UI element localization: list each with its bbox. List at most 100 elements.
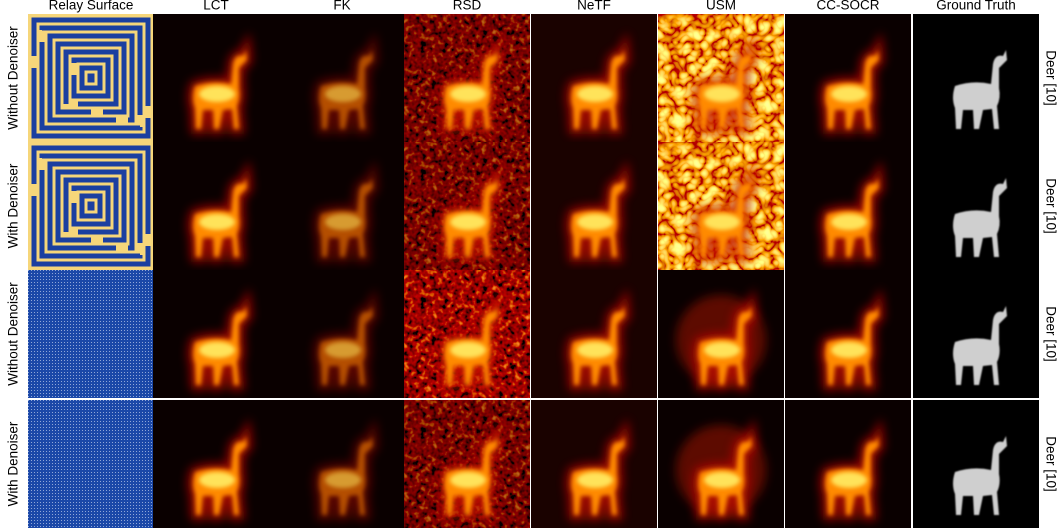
- image-panel: [28, 270, 154, 398]
- heat-hot: [325, 472, 361, 488]
- image-panel: [28, 400, 154, 528]
- image-panel: [153, 270, 279, 398]
- panel-content: [913, 14, 1039, 142]
- heat-hot: [704, 472, 740, 488]
- panel-content: [153, 270, 279, 398]
- image-panel: [913, 142, 1039, 270]
- column-header: FK: [333, 0, 350, 13]
- image-panel: [658, 142, 784, 270]
- heat-hot: [577, 214, 613, 230]
- image-panel: [153, 14, 279, 142]
- image-panel: [531, 400, 657, 528]
- panel-content: [404, 142, 530, 270]
- panel-content: [404, 14, 530, 142]
- panel-content: [28, 270, 154, 398]
- heat-hot: [704, 342, 740, 358]
- row-label: Without Denoiser: [6, 26, 21, 130]
- panel-content: [279, 270, 405, 398]
- heat-hot: [325, 86, 361, 102]
- panel-content: [28, 400, 154, 528]
- panel-content: [28, 14, 154, 142]
- image-panel: [279, 142, 405, 270]
- panel-content: [531, 270, 657, 398]
- column-header: USM: [706, 0, 736, 13]
- image-panel: [404, 400, 530, 528]
- image-panel: [279, 400, 405, 528]
- image-panel: [531, 270, 657, 398]
- dataset-label: Deer [10]: [1043, 306, 1058, 362]
- image-panel: [658, 400, 784, 528]
- panel-content: [658, 400, 784, 528]
- heat-hot: [325, 214, 361, 230]
- image-panel: [28, 142, 154, 270]
- image-panel: [658, 270, 784, 398]
- panel-content: [153, 14, 279, 142]
- panel-content: [658, 270, 784, 398]
- image-panel: [785, 14, 911, 142]
- panel-content: [279, 400, 405, 528]
- dataset-label: Deer [10]: [1043, 436, 1058, 492]
- heat-hot: [577, 86, 613, 102]
- row-label: With Denoiser: [6, 163, 21, 248]
- heat-hot: [831, 472, 867, 488]
- panel-content: [531, 142, 657, 270]
- column-header: Relay Surface: [49, 0, 134, 13]
- panel-content: [785, 14, 911, 142]
- row-label: With Denoiser: [6, 421, 21, 506]
- image-panel: [785, 400, 911, 528]
- panel-content: [531, 14, 657, 142]
- panel-content: [279, 14, 405, 142]
- image-panel: [913, 14, 1039, 142]
- heat-hot: [450, 472, 486, 488]
- heat-hot: [831, 86, 867, 102]
- panel-content: [785, 400, 911, 528]
- column-header: RSD: [453, 0, 482, 13]
- relay-dots: [28, 270, 154, 398]
- image-panel: [404, 14, 530, 142]
- panel-content: [658, 142, 784, 270]
- image-panel: [279, 14, 405, 142]
- heat-hot: [704, 86, 740, 102]
- heat-hot: [704, 214, 740, 230]
- panel-content: [404, 400, 530, 528]
- heat-hot: [450, 86, 486, 102]
- panel-content: [658, 14, 784, 142]
- column-header: NeTF: [577, 0, 611, 13]
- panel-content: [153, 400, 279, 528]
- image-panel: [531, 14, 657, 142]
- image-panel: [153, 400, 279, 528]
- relay-dots: [28, 400, 154, 528]
- heat-hot: [199, 342, 235, 358]
- image-panel: [153, 142, 279, 270]
- heat-hot: [450, 342, 486, 358]
- panel-content: [913, 270, 1039, 398]
- image-panel: [28, 14, 154, 142]
- panel-content: [531, 400, 657, 528]
- heat-hot: [199, 86, 235, 102]
- heat-hot: [199, 472, 235, 488]
- image-panel: [785, 142, 911, 270]
- panel-content: [28, 142, 154, 270]
- relay-maze: [90, 204, 92, 208]
- dataset-label: Deer [10]: [1043, 178, 1058, 234]
- image-panel: [279, 270, 405, 398]
- heat-hot: [325, 342, 361, 358]
- column-header: Ground Truth: [936, 0, 1016, 13]
- image-panel: [531, 142, 657, 270]
- heat-hot: [577, 342, 613, 358]
- heat-hot: [450, 214, 486, 230]
- image-panel: [913, 400, 1039, 528]
- figure: Relay Surface LCT FK RSD NeTF USM CC-SOCR Groun…: [0, 0, 1062, 529]
- heat-hot: [831, 214, 867, 230]
- panel-content: [279, 142, 405, 270]
- column-header: LCT: [203, 0, 229, 13]
- panel-content: [913, 142, 1039, 270]
- panel-content: [785, 142, 911, 270]
- image-panel: [404, 142, 530, 270]
- heat-hot: [577, 472, 613, 488]
- panel-content: [785, 270, 911, 398]
- image-panel: [785, 270, 911, 398]
- heat-hot: [199, 214, 235, 230]
- column-header: CC-SOCR: [817, 0, 880, 13]
- relay-maze: [90, 76, 92, 80]
